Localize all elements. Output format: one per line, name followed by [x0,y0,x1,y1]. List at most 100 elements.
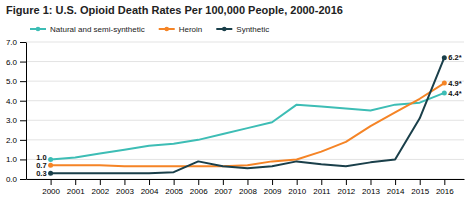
grid-line [26,159,464,160]
legend-item: Heroin [159,25,203,34]
series-marker [48,157,53,162]
x-tick-label: 2016 [436,187,454,196]
legend: Natural and semi-synthetic Heroin Syntheti… [30,25,269,34]
annotation: 4.9* [448,79,461,88]
x-tick: 2009 [264,179,282,196]
x-tick-label: 2012 [337,187,355,196]
y-tick-label: 5.0 [6,77,18,86]
grid [26,42,464,179]
x-tick-label: 2010 [288,187,306,196]
y-tick: 7.0 [6,38,26,47]
grid-line [26,61,464,62]
series-marker [48,171,53,176]
x-tick: 2011 [313,179,331,196]
x-tick: 2010 [288,179,306,196]
x-tick-mark [395,179,396,185]
series-line [51,93,445,160]
x-tick-mark [272,179,273,185]
x-tick-label: 2007 [214,187,232,196]
x-tick-mark [321,179,322,185]
annotation: 0.3 [36,169,46,178]
annotation: 6.2* [448,53,461,62]
x-axis: 2000 2001 2002 2003 2004 2005 2006 2007 2008 2009… [27,179,465,196]
x-tick-label: 2002 [91,187,109,196]
x-tick: 2006 [190,179,208,196]
x-tick: 2001 [67,179,85,196]
x-tick-mark [247,179,248,185]
x-tick-mark [223,179,224,185]
x-tick: 2013 [362,179,380,196]
x-tick-label: 2004 [141,187,159,196]
grid-line [26,139,464,140]
x-tick-mark [51,179,52,185]
chart: Figure 1: U.S. Opioid Death Rates Per 10… [0,0,474,197]
x-tick: 2003 [116,179,134,196]
x-tick-label: 2011 [313,187,331,196]
x-tick-label: 2009 [264,187,282,196]
y-tick-mark [20,62,26,63]
legend-marker [36,27,41,32]
x-tick-mark [370,179,371,185]
y-tick-mark [20,120,26,121]
legend-label: Heroin [179,25,203,34]
legend-item: Synthetic [216,25,269,34]
grid-line [26,42,464,43]
y-tick-mark [20,179,26,180]
y-tick: 4.0 [6,97,26,106]
y-tick: 1.0 [6,155,26,164]
legend-label: Synthetic [236,25,269,34]
y-tick: 6.0 [6,58,26,67]
y-tick-label: 2.0 [6,136,18,145]
x-tick-mark [149,179,150,185]
x-tick-mark [174,179,175,185]
x-tick-label: 2008 [239,187,257,196]
x-tick-mark [420,179,421,185]
y-tick-label: 1.0 [6,155,18,164]
legend-marker [222,27,227,32]
x-axis-line [27,179,465,180]
x-tick-label: 2003 [116,187,134,196]
x-tick: 2002 [91,179,109,196]
grid-line [26,179,464,180]
y-tick-label: 0.0 [6,175,18,184]
x-tick: 2016 [436,179,454,196]
y-tick-label: 7.0 [6,38,18,47]
x-tick-mark [100,179,101,185]
x-tick-mark [198,179,199,185]
series-marker [442,55,447,60]
x-tick-label: 2014 [387,187,405,196]
x-tick-label: 2000 [42,187,60,196]
y-tick: 2.0 [6,136,26,145]
x-tick-mark [444,179,445,185]
series-line [51,83,445,166]
y-tick-mark [20,81,26,82]
series-marker [442,81,447,86]
grid-line [26,100,464,101]
y-tick-label: 6.0 [6,58,18,67]
y-tick: 5.0 [6,77,26,86]
x-tick-label: 2005 [165,187,183,196]
title: Figure 1: U.S. Opioid Death Rates Per 10… [6,4,343,16]
x-tick: 2005 [165,179,183,196]
legend-item: Natural and semi-synthetic [30,25,145,34]
x-tick-label: 2006 [190,187,208,196]
y-tick: 3.0 [6,116,26,125]
x-tick-mark [75,179,76,185]
x-tick: 2015 [411,179,429,196]
plot-area [48,55,447,175]
x-tick: 2007 [214,179,232,196]
y-tick-label: 3.0 [6,116,18,125]
y-axis-line [26,43,27,180]
x-tick-mark [346,179,347,185]
y-tick-mark [20,159,26,160]
x-tick: 2012 [337,179,355,196]
series-marker [442,90,447,95]
legend-marker [164,27,169,32]
x-tick-mark [124,179,125,185]
y-tick-mark [20,42,26,43]
legend-label: Natural and semi-synthetic [50,25,145,34]
x-tick: 2008 [239,179,257,196]
annotation: 4.4* [448,89,461,98]
grid-line [26,120,464,121]
grid-line [26,81,464,82]
